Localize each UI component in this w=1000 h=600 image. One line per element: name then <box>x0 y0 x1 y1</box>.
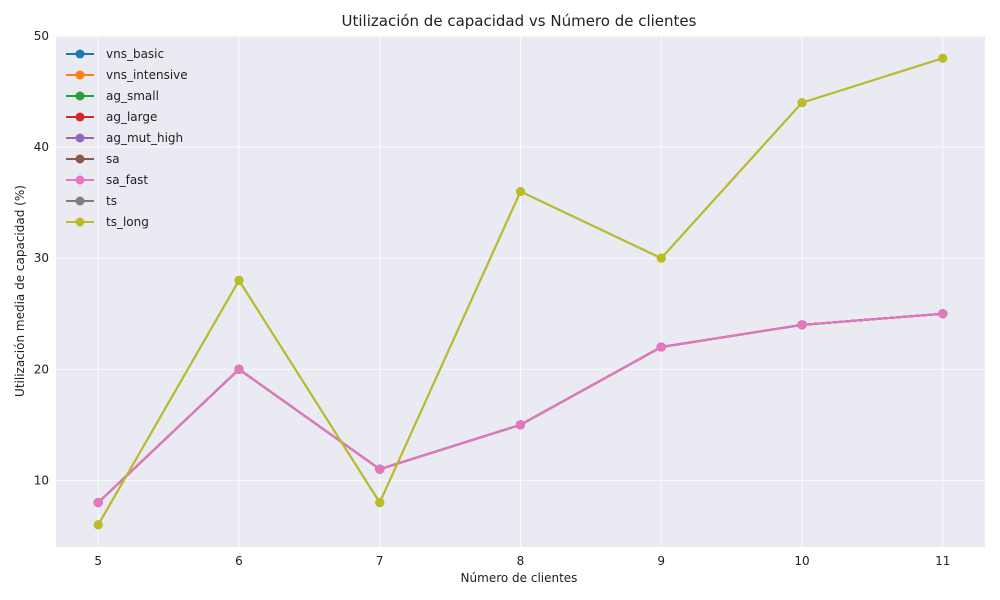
legend-label: vns_intensive <box>106 68 188 82</box>
legend-marker <box>75 133 85 143</box>
series-group <box>93 53 948 530</box>
legend-label: ag_large <box>106 110 157 124</box>
y-tick-label: 50 <box>34 29 49 43</box>
legend: vns_basic vns_intensive ag_small ag_largeag… <box>66 47 188 229</box>
grid <box>56 35 985 547</box>
data-point <box>938 53 948 63</box>
legend-marker <box>75 175 85 185</box>
chart-title: Utilización de capacidad vs Número de cl… <box>342 12 697 30</box>
data-point <box>93 520 103 530</box>
x-tick-label: 6 <box>235 554 243 568</box>
legend-item: vns_intensive <box>66 68 188 82</box>
y-tick-label: 20 <box>34 362 49 376</box>
legend-label: ts_long <box>106 215 149 229</box>
data-point <box>375 498 385 508</box>
legend-marker <box>75 112 85 122</box>
ticks: 5 6 7 8 9 10 11 10 20 30 40 50 <box>34 29 951 568</box>
data-point <box>938 309 948 319</box>
y-tick-label: 30 <box>34 251 49 265</box>
x-tick-label: 5 <box>94 554 102 568</box>
y-axis-label: Utilización media de capacidad (%) <box>13 185 27 397</box>
series-ts_long <box>93 53 948 530</box>
x-tick-label: 8 <box>517 554 525 568</box>
legend-item: vns_basic <box>66 47 164 61</box>
y-tick-label: 10 <box>34 473 49 487</box>
legend-marker <box>75 196 85 206</box>
data-point <box>797 98 807 108</box>
legend-label: sa_fast <box>106 173 148 187</box>
data-point <box>516 187 525 197</box>
legend-item: ts_long <box>66 215 149 229</box>
x-tick-label: 11 <box>935 554 950 568</box>
legend-marker <box>75 91 85 101</box>
x-tick-label: 9 <box>657 554 665 568</box>
data-point <box>797 320 807 330</box>
legend-label: ts <box>106 194 117 208</box>
legend-item: ag_mut_high <box>66 131 183 145</box>
legend-label: vns_basic <box>106 47 164 61</box>
legend-marker <box>75 154 85 164</box>
legend-item: ag_small <box>66 89 159 103</box>
data-point <box>656 253 666 263</box>
legend-item: sa_fast <box>66 173 148 187</box>
data-point <box>656 342 666 352</box>
data-point <box>93 498 103 508</box>
legend-label: ag_mut_high <box>106 131 183 145</box>
legend-marker <box>75 70 85 80</box>
y-tick-label: 40 <box>34 140 49 154</box>
data-point <box>375 464 385 474</box>
legend-item: ts <box>66 194 117 208</box>
series-sa_fast <box>93 309 948 508</box>
legend-label: ag_small <box>106 89 159 103</box>
legend-item: sa <box>66 152 120 166</box>
x-tick-label: 7 <box>376 554 384 568</box>
data-point <box>234 275 244 285</box>
x-axis-label: Número de clientes <box>461 571 578 585</box>
legend-marker <box>75 217 85 227</box>
legend-item: ag_large <box>66 110 157 124</box>
data-point <box>516 420 525 430</box>
legend-marker <box>75 49 85 59</box>
x-tick-label: 10 <box>794 554 809 568</box>
data-point <box>234 364 244 374</box>
legend-label: sa <box>106 152 120 166</box>
